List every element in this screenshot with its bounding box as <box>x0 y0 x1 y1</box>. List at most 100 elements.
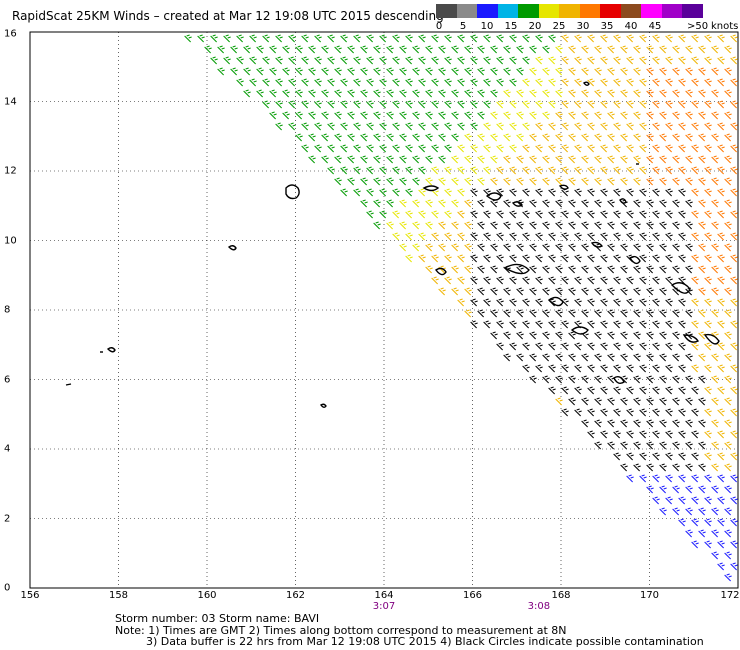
wind-barb <box>665 210 673 219</box>
wind-barb <box>652 452 660 461</box>
wind-barb <box>282 67 290 76</box>
wind-barb <box>464 221 472 230</box>
wind-barb <box>587 430 595 439</box>
wind-barb <box>353 122 361 131</box>
wind-barb <box>490 199 498 208</box>
wind-barb <box>704 320 712 329</box>
wind-barb <box>542 45 550 54</box>
wind-barb <box>613 56 621 65</box>
wind-barb <box>483 56 491 65</box>
wind-barb <box>555 89 563 98</box>
wind-barb <box>600 342 608 351</box>
island-outline <box>570 326 589 335</box>
wind-barb <box>256 89 264 98</box>
island-outline <box>227 245 237 251</box>
wind-barb <box>672 133 680 142</box>
wind-barb <box>522 364 530 373</box>
wind-barb <box>535 298 543 307</box>
wind-barb <box>405 78 413 87</box>
wind-barb <box>275 56 283 65</box>
wind-barb <box>711 287 719 296</box>
wind-barb <box>613 232 621 241</box>
wind-barb <box>457 56 465 65</box>
wind-barb <box>613 34 621 43</box>
wind-barb <box>516 89 524 98</box>
wind-barb <box>724 507 732 516</box>
island-outline <box>434 267 447 276</box>
wind-barb <box>535 276 543 285</box>
wind-barb <box>555 111 563 120</box>
wind-barb <box>509 34 517 43</box>
wind-barb <box>295 111 303 120</box>
wind-barb <box>594 89 602 98</box>
wind-barb <box>704 78 712 87</box>
wind-barb <box>353 166 361 175</box>
wind-barb <box>613 188 621 197</box>
wind-barb <box>321 133 329 142</box>
wind-barb <box>730 100 738 109</box>
wind-barb <box>711 155 719 164</box>
wind-barb <box>730 342 738 351</box>
wind-barb <box>652 166 660 175</box>
wind-barb <box>685 67 693 76</box>
wind-barb <box>626 188 634 197</box>
wind-barb <box>730 34 738 43</box>
wind-barb <box>399 221 407 230</box>
wind-barb <box>522 34 530 43</box>
wind-barb <box>633 419 641 428</box>
wind-barb <box>594 419 602 428</box>
wind-barb <box>301 122 309 131</box>
wind-barb <box>587 342 595 351</box>
wind-barb <box>457 254 465 263</box>
wind-barb <box>561 78 569 87</box>
wind-barb <box>607 89 615 98</box>
wind-barb <box>724 287 732 296</box>
wind-barb <box>425 243 433 252</box>
wind-barb <box>704 276 712 285</box>
wind-barb <box>548 166 556 175</box>
wind-barb <box>314 34 322 43</box>
wind-barb <box>431 34 439 43</box>
wind-barb <box>730 254 738 263</box>
x-tick-label: 158 <box>108 590 129 601</box>
wind-barb <box>392 210 400 219</box>
wind-barb <box>665 386 673 395</box>
wind-barb <box>555 155 563 164</box>
wind-barb <box>509 56 517 65</box>
wind-barb <box>698 309 706 318</box>
wind-barb <box>503 155 511 164</box>
wind-barb <box>717 562 725 571</box>
wind-barb <box>672 221 680 230</box>
wind-barb <box>717 452 725 461</box>
wind-barb <box>659 375 667 384</box>
wind-barb <box>555 243 563 252</box>
wind-barb <box>373 199 381 208</box>
wind-barb <box>639 188 647 197</box>
wind-barb <box>652 254 660 263</box>
wind-barbs <box>184 34 738 582</box>
wind-barb <box>724 111 732 120</box>
wind-barb <box>503 353 511 362</box>
wind-barb <box>691 452 699 461</box>
wind-barb <box>542 111 550 120</box>
wind-barb <box>516 221 524 230</box>
wind-barb <box>587 408 595 417</box>
wind-barb <box>470 298 478 307</box>
wind-barb <box>717 232 725 241</box>
wind-barb <box>607 67 615 76</box>
wind-barb <box>379 56 387 65</box>
wind-barb <box>652 364 660 373</box>
wind-barb <box>360 177 368 186</box>
wind-barb <box>470 56 478 65</box>
wind-barb <box>620 177 628 186</box>
wind-barb <box>425 199 433 208</box>
wind-barb <box>243 67 251 76</box>
wind-barb <box>509 342 517 351</box>
wind-barb <box>548 34 556 43</box>
wind-barb <box>496 254 504 263</box>
wind-barb <box>535 254 543 263</box>
wind-barb <box>717 364 725 373</box>
wind-barb <box>646 419 654 428</box>
wind-barb <box>633 199 641 208</box>
wind-barb <box>425 67 433 76</box>
